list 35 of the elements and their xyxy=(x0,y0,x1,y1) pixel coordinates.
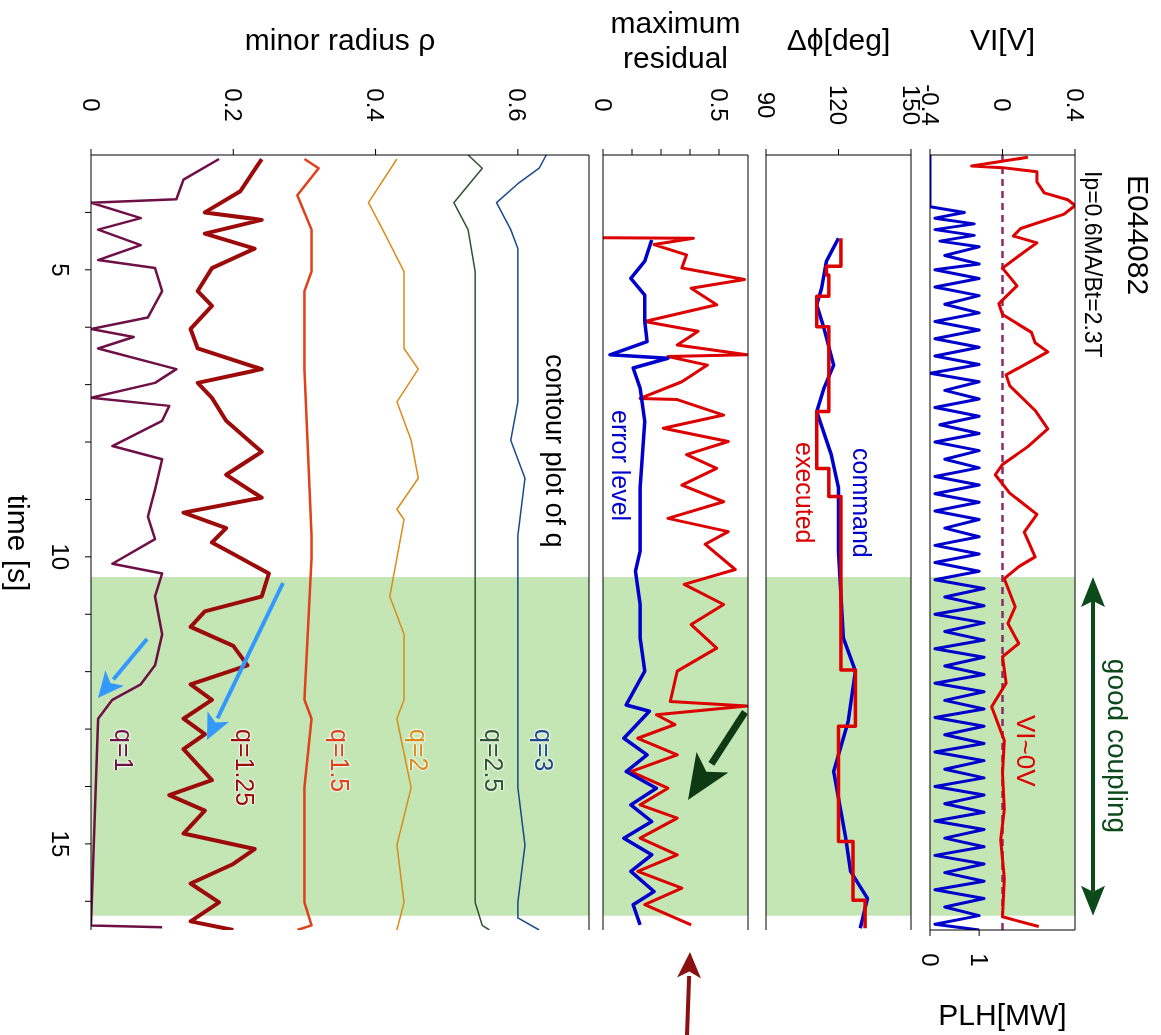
text: executed xyxy=(790,442,820,544)
x2-tick-label: 0 xyxy=(916,953,944,967)
text: q=3 xyxy=(529,729,559,772)
band-label: good coupling xyxy=(1101,659,1134,834)
y-tick-label: 10 xyxy=(46,543,74,571)
x-tick-label: 0.5 xyxy=(705,88,733,122)
x2-axis-title: PLH[MW] xyxy=(938,997,1067,1033)
text: q=1.25 xyxy=(230,729,260,807)
text: Ip=0.6MA/Bt=2.3T xyxy=(1079,171,1107,358)
text: E044082 xyxy=(1121,175,1156,296)
text: q=2.5 xyxy=(478,729,508,793)
x-axis-title: VI[V] xyxy=(969,22,1036,58)
y-tick-label: 5 xyxy=(46,263,74,277)
annotation: contour plot of q xyxy=(538,354,570,548)
text: command xyxy=(846,447,876,558)
x-tick-label: 0.4 xyxy=(362,88,390,122)
x-tick-label: 0 xyxy=(589,98,617,112)
x-tick-label: 0 xyxy=(989,98,1016,112)
annotation: VI~0V xyxy=(1010,715,1041,787)
x-axis-title: minor radius ρ xyxy=(243,22,437,58)
x-axis-title: Δϕ[deg] xyxy=(785,22,892,58)
text: error level xyxy=(606,410,636,522)
x-tick-label: 0.4 xyxy=(1061,88,1089,122)
text: q=2 xyxy=(404,729,434,772)
x-tick-label: 90 xyxy=(752,91,780,119)
text: q=1 xyxy=(109,729,139,772)
x-tick-label: 120 xyxy=(825,84,852,126)
x2-tick-label: 1 xyxy=(965,953,993,967)
x-axis-title: maximum residual xyxy=(609,5,742,75)
x-tick-label: 0 xyxy=(77,98,105,112)
x-tick-label: 0.2 xyxy=(219,88,247,122)
y-axis-title: time [s] xyxy=(1,494,36,591)
x-tick-label: 0.6 xyxy=(504,88,532,122)
text: q=1.5 xyxy=(325,729,354,793)
y-tick-label: 15 xyxy=(46,830,74,858)
